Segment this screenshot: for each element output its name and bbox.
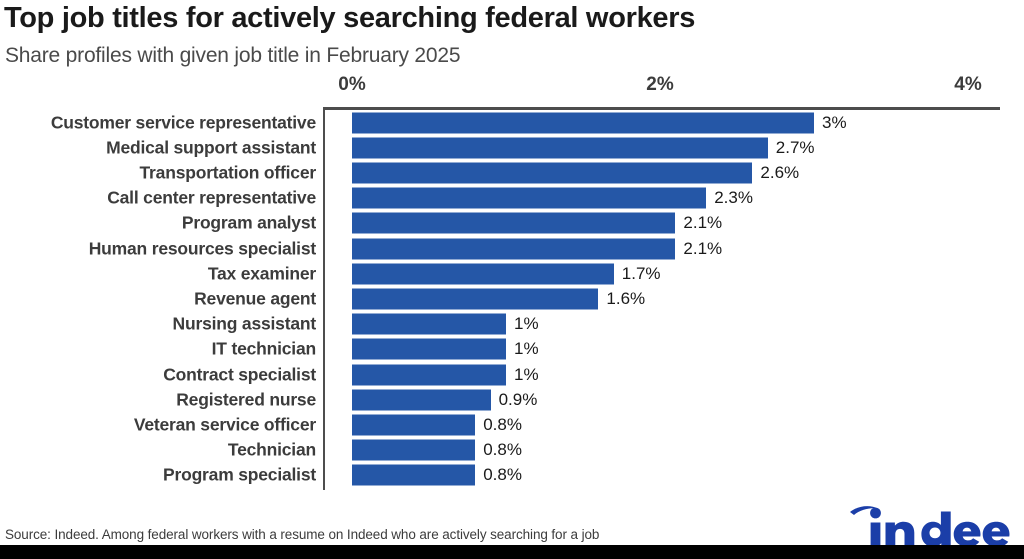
bar-category-label: Program specialist (163, 464, 316, 485)
bar-value-label: 0.8% (483, 414, 522, 434)
x-axis-line (323, 107, 1000, 110)
bar (352, 212, 676, 234)
bar-row: IT technician 1% (0, 337, 1024, 362)
bar-category-label: Transportation officer (139, 162, 317, 183)
bar-value-label: 2.6% (760, 162, 800, 182)
bar-value-label: 1.7% (621, 263, 661, 283)
bar-value-label: 2.3% (714, 188, 753, 208)
bar-category-label: Veteran service officer (133, 414, 316, 435)
bar-value-label: 1% (514, 314, 539, 334)
bar-row: Nursing assistant 1% (0, 312, 1024, 337)
bar-row: Medical support assistant 2.7% (0, 135, 1024, 160)
source-note: Source: Indeed. Among federal workers wi… (5, 527, 600, 542)
y-axis-line (323, 107, 325, 490)
bar (352, 137, 768, 159)
indeed-logo (848, 503, 1016, 547)
bar-category-label: Program analyst (181, 212, 316, 233)
bar-row: Veteran service officer 0.8% (0, 412, 1024, 437)
bar (352, 112, 814, 134)
page-title: Top job titles for actively searching fe… (4, 2, 696, 34)
bar-row: Revenue agent 1.6% (0, 286, 1024, 311)
bar-value-label: 1% (514, 364, 539, 384)
bar-row: Transportation officer 2.6% (0, 160, 1024, 185)
bar (352, 389, 491, 411)
bar (352, 288, 599, 310)
bar (352, 263, 614, 285)
bar-value-label: 2.1% (683, 213, 723, 233)
bar-category-label: Medical support assistant (106, 137, 316, 158)
bar (352, 162, 753, 184)
bar-value-label: 1% (514, 339, 539, 359)
bottom-rule (0, 545, 1024, 559)
x-axis-tick-4: 4% (954, 74, 982, 95)
bar-row: Program analyst 2.1% (0, 211, 1024, 236)
bar (352, 338, 506, 360)
bar (352, 187, 707, 209)
bar-row: Program specialist 0.8% (0, 463, 1024, 488)
bar-value-label: 0.9% (498, 389, 538, 409)
bar-row: Customer service representative 3% (0, 110, 1024, 135)
bar (352, 464, 476, 486)
bar (352, 439, 476, 461)
bar-category-label: Call center representative (107, 187, 316, 208)
bar (352, 414, 476, 436)
bar-category-label: Customer service representative (50, 112, 316, 133)
bar-row: Registered nurse 0.9% (0, 387, 1024, 412)
bar-category-label: Contract specialist (163, 364, 316, 385)
bar-value-label: 1.6% (606, 288, 646, 308)
bar-category-label: Tax examiner (207, 263, 316, 284)
bar-category-label: Registered nurse (176, 389, 316, 410)
bar-row: Contract specialist 1% (0, 362, 1024, 387)
bar-value-label: 2.7% (775, 137, 815, 157)
bar-row: Technician 0.8% (0, 438, 1024, 463)
x-axis-tick-0: 0% (338, 74, 366, 95)
bar (352, 238, 676, 260)
bar-row: Call center representative 2.3% (0, 186, 1024, 211)
bar (352, 364, 506, 386)
bar-value-label: 0.8% (483, 440, 522, 460)
bar-category-label: Human resources specialist (88, 238, 316, 259)
bar-category-label: Technician (227, 439, 316, 460)
page-subtitle: Share profiles with given job title in F… (5, 44, 461, 67)
x-axis-tick-2: 2% (646, 74, 674, 95)
bar-chart-plot-area: 0% 2% 4% Customer service representative 3%… (0, 74, 1024, 490)
bar-value-label: 2.1% (683, 238, 723, 258)
bar-value-label: 3% (822, 112, 847, 132)
bar-row: Tax examiner 1.7% (0, 261, 1024, 286)
bar-row: Human resources specialist 2.1% (0, 236, 1024, 261)
bar (352, 313, 506, 335)
bar-category-label: Nursing assistant (172, 313, 317, 334)
bar-category-label: IT technician (211, 338, 317, 359)
bar-value-label: 0.8% (483, 465, 522, 485)
bar-category-label: Revenue agent (194, 288, 316, 309)
